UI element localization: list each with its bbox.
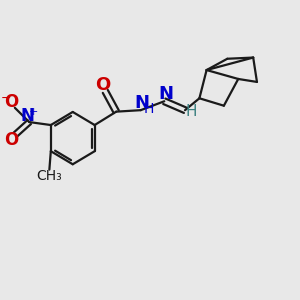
Text: N: N <box>21 106 35 124</box>
Text: O: O <box>4 93 18 111</box>
Text: N: N <box>158 85 173 103</box>
Text: H: H <box>186 104 197 119</box>
Text: N: N <box>135 94 150 112</box>
Text: −: − <box>0 92 11 105</box>
Text: H: H <box>144 102 154 116</box>
Text: O: O <box>95 76 111 94</box>
Text: +: + <box>29 107 38 117</box>
Text: CH₃: CH₃ <box>37 169 62 183</box>
Text: O: O <box>4 131 19 149</box>
